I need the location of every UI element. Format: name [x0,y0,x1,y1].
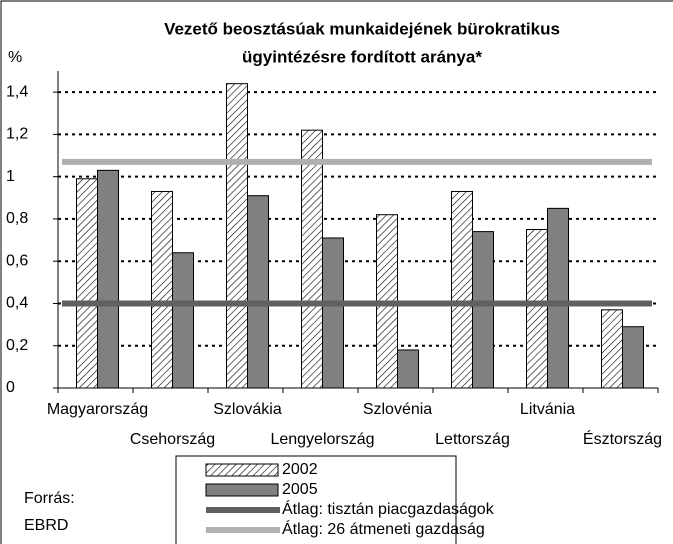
y-tick-label: 0 [6,379,15,396]
y-tick-label: 1 [6,168,15,185]
legend-label: 2002 [282,461,318,478]
y-tick-label: 0,2 [6,337,28,354]
bar [601,309,623,389]
bar [97,169,119,389]
bar [151,190,173,389]
chart-title: ügyintézésre fordított aránya* [242,47,482,66]
bar [226,83,248,389]
source: EBRD [24,517,68,534]
x-tick-label: Észtország [583,429,662,448]
x-tick-label: Litvánia [520,401,575,418]
legend-label: Átlag: tisztán piacgazdaságok [282,499,495,518]
legend-swatch [205,483,279,497]
legend-label: 2005 [282,481,318,498]
x-tick-label: Szlovénia [363,401,432,418]
chart-title: Vezető beosztásúak munkaidejének bürokra… [164,19,560,38]
bar [622,326,644,389]
x-tick-label: Magyarország [47,401,148,418]
bar [247,195,269,389]
y-tick-label: 1,4 [6,83,28,100]
y-tick-label: 0,8 [6,210,28,227]
bar [76,178,98,389]
bar [451,190,473,389]
y-tick-label: 0,4 [6,295,28,312]
bar [172,252,194,389]
bar [301,129,323,389]
source: Forrás: [24,490,75,507]
legend-swatch [205,463,279,477]
legend-label: Átlag: 26 átmeneti gazdaság [282,519,485,538]
x-tick-label: Lettország [435,431,510,448]
bar [397,349,419,389]
x-tick-label: Lengyelország [270,431,374,448]
y-tick-label: 0,6 [6,252,28,269]
bar [472,231,494,389]
x-tick-label: Csehország [130,431,215,448]
x-tick-label: Szlovákia [213,401,282,418]
y-tick-label: 1,2 [6,126,28,143]
bar [322,237,344,389]
y-axis-label: % [8,49,22,66]
bar [547,207,569,389]
bar [526,229,548,389]
